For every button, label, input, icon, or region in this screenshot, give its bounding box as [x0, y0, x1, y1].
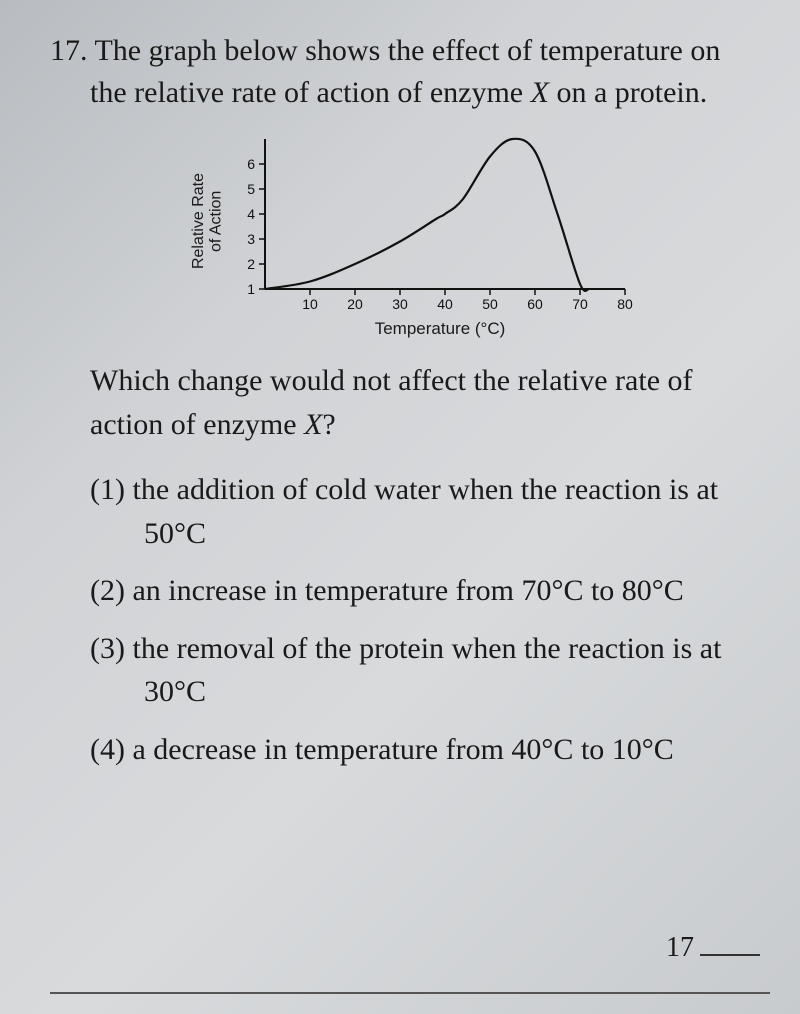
svg-text:5: 5: [247, 181, 255, 197]
choice-3: (3) the removal of the protein when the …: [90, 627, 750, 714]
question-number: 17.: [50, 34, 88, 67]
svg-text:50: 50: [482, 296, 498, 312]
choice-list: (1) the addition of cold water when the …: [90, 468, 750, 771]
followup-question: Which change would not affect the relati…: [90, 359, 750, 446]
svg-text:4: 4: [247, 206, 255, 222]
svg-text:10: 10: [302, 296, 318, 312]
choice-4: (4) a decrease in temperature from 40°C …: [90, 728, 750, 772]
chart-svg: 1 2 3 4 5 6 10 20 30 40 50 60 70 80: [229, 129, 635, 313]
answer-slot: 17: [666, 925, 760, 964]
question-stem: 17. The graph below shows the effect of …: [90, 30, 750, 114]
svg-text:30: 30: [392, 296, 408, 312]
svg-text:2: 2: [247, 256, 255, 272]
svg-text:40: 40: [437, 296, 453, 312]
answer-number: 17: [666, 932, 694, 964]
svg-text:60: 60: [527, 296, 543, 312]
svg-text:3: 3: [247, 231, 255, 247]
answer-blank[interactable]: [700, 925, 760, 956]
svg-text:1: 1: [247, 281, 255, 297]
svg-text:70: 70: [572, 296, 588, 312]
svg-text:6: 6: [247, 156, 255, 172]
page-rule: [50, 992, 770, 994]
enzyme-chart: Relative Rateof Action 1 2 3 4 5 6 10 20 30 40 50 6…: [190, 129, 650, 339]
x-axis-label: Temperature (°C): [230, 319, 650, 339]
choice-1: (1) the addition of cold water when the …: [90, 468, 750, 555]
page: 17. The graph below shows the effect of …: [0, 0, 800, 815]
y-axis-label: Relative Rateof Action: [190, 173, 225, 269]
choice-2: (2) an increase in temperature from 70°C…: [90, 569, 750, 613]
stem-text: The graph below shows the effect of temp…: [90, 34, 720, 109]
svg-text:20: 20: [347, 296, 363, 312]
svg-text:80: 80: [617, 296, 633, 312]
